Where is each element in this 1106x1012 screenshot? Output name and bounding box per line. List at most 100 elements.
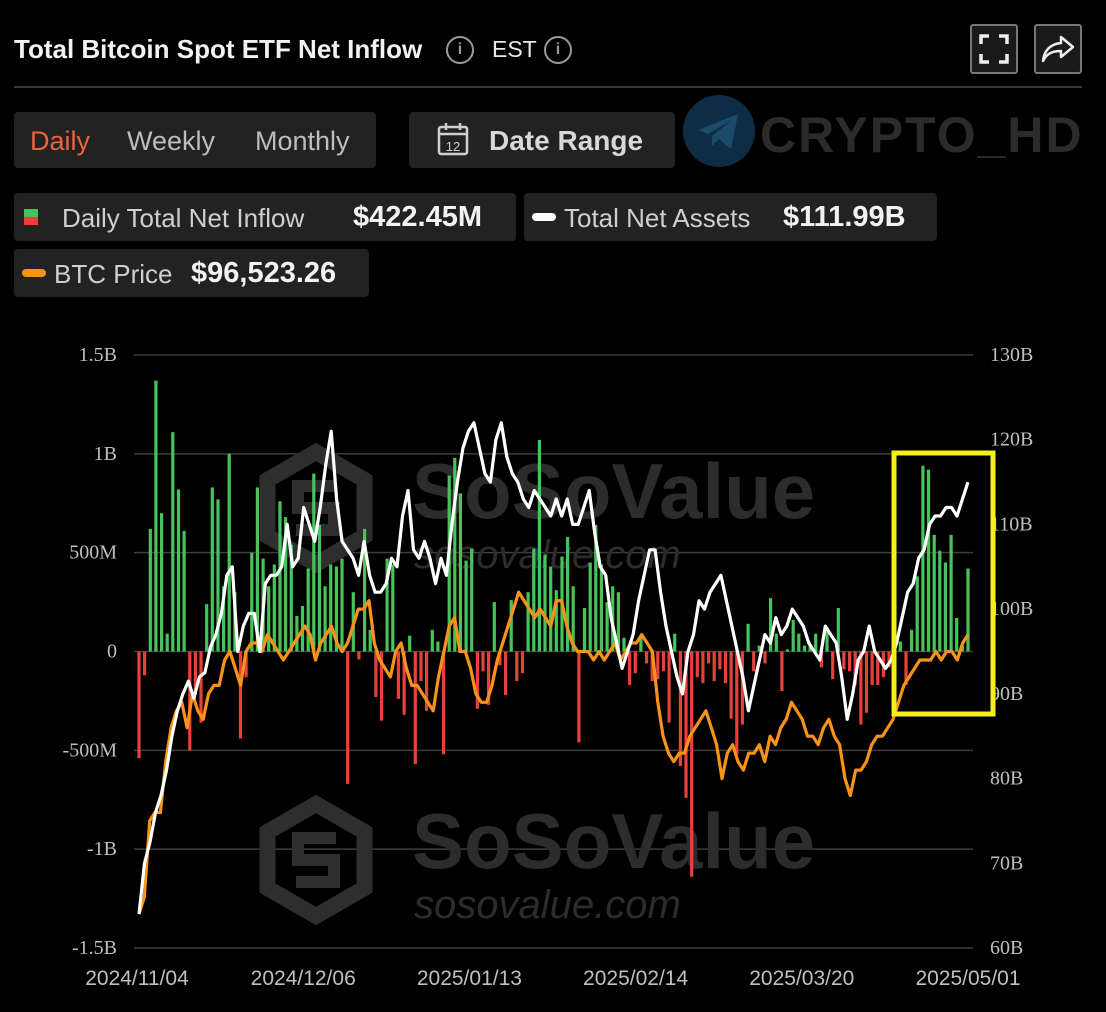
inflow-bar [853,651,857,686]
legend-inflow-value: $422.45M [353,201,482,233]
inflow-bar [193,651,197,695]
legend-inflow[interactable]: Daily Total Net Inflow $422.45M [14,193,516,241]
sosovalue-logo-mark [292,480,340,536]
right-axis-tick-label: 100B [990,598,1033,620]
inflow-bar [566,536,570,652]
info-icon[interactable]: i [446,36,474,64]
right-axis-tick-label: 70B [990,852,1023,874]
inflow-bar [165,633,169,652]
inflow-bar [673,633,677,652]
share-icon [1041,35,1075,63]
inflow-bar [289,544,293,652]
x-axis-tick-label: 2024/12/06 [251,967,356,990]
inflow-bar [785,649,790,652]
inflow-bar [802,645,807,652]
legend-assets-value: $111.99B [783,201,906,233]
inflow-bar [227,453,231,652]
inflow-bar [661,651,666,672]
x-axis-tick-label: 2025/03/20 [749,967,854,990]
inflow-bar [656,651,660,680]
inflow-bar [898,641,902,652]
inflow-bar [487,651,491,705]
inflow-bar [284,517,288,652]
inflow-bar [808,645,812,652]
x-axis-tick-label: 2025/01/13 [417,967,522,990]
inflow-bar [481,651,485,672]
tab-weekly[interactable]: Weekly [127,126,216,156]
right-axis-tick-label: 120B [990,429,1033,451]
sosovalue-watermark: SoSoValuesosovalue.comSoSoValuesosovalue… [259,442,815,927]
left-axis-tick-label: 500M [69,542,117,564]
inflow-bar [814,633,818,652]
inflow-bar [532,548,536,652]
inflow-bar [938,550,942,652]
inflow-bar [870,651,874,686]
inflow-bar [402,651,406,715]
inflow-bar [205,604,209,652]
inflow-bar [385,558,389,652]
inflow-bar [199,651,203,723]
share-button[interactable] [1034,24,1082,74]
legend-assets-label: Total Net Assets [564,203,751,233]
fullscreen-button[interactable] [970,24,1018,74]
legend-inflow-label: Daily Total Net Inflow [62,203,305,233]
inflow-bar [312,473,316,652]
inflow-bar [272,564,276,652]
inflow-bar [645,651,649,664]
inflow-bar [430,629,434,652]
inflow-bar [504,651,508,695]
btc-price-line [137,590,970,915]
left-axis-tick-label: -500M [63,739,118,761]
inflow-bar [379,651,384,721]
date-range-button[interactable]: 12 Date Range [409,112,675,168]
legend-assets[interactable]: Total Net Assets $111.99B [524,193,937,241]
sosovalue-logo-icon [259,442,373,574]
calendar-icon-number: 12 [446,139,460,154]
timezone-info-icon[interactable]: i [544,36,572,64]
telegram-icon [683,95,755,167]
x-axis-tick-label: 2025/02/14 [583,967,688,990]
inflow-bar [712,651,716,682]
inflow-bar [154,380,158,652]
inflow-bar [966,568,970,652]
tab-daily[interactable]: Daily [30,126,91,156]
inflow-bar [413,651,417,765]
fullscreen-icon [979,34,1009,64]
watermark-brand: SoSoValue [412,797,815,885]
inflow-bar [425,651,429,711]
right-axis-tick-label: 90B [990,683,1023,705]
inflow-bar [441,651,446,755]
crypto-hd-watermark: CRYPTO_HD [682,92,1082,172]
inflow-bar [780,651,784,691]
inflow-bar [836,608,840,652]
inflow-bar [278,501,282,652]
inflow-bar [329,564,333,652]
sosovalue-logo-icon [259,794,373,926]
header-divider [14,86,1082,88]
inflow-bar [453,457,457,652]
inflow-bar [932,534,936,652]
inflow-bar [599,564,603,652]
series-lines [137,421,970,915]
inflow-bar [633,651,637,674]
inflow-bar [910,629,914,652]
inflow-bar [143,651,147,676]
inflow-bar [475,651,479,709]
inflow-bar [255,487,259,652]
timezone-label: EST [492,36,537,62]
inflow-bar [470,548,474,652]
inflow-bar [357,651,361,660]
inflow-bar [949,534,953,652]
inflow-bar [222,586,226,652]
inflow-bar [374,651,378,697]
inflow-bar [334,566,338,652]
legend-btc[interactable]: BTC Price $96,523.26 [14,249,369,297]
inflow-bar [543,554,547,652]
tab-monthly[interactable]: Monthly [255,126,350,156]
left-axis-tick-label: 0 [107,641,117,663]
inflow-bar [684,651,688,798]
inflow-bar [774,633,778,652]
date-range-label: Date Range [489,125,644,156]
inflow-bar [943,562,947,652]
